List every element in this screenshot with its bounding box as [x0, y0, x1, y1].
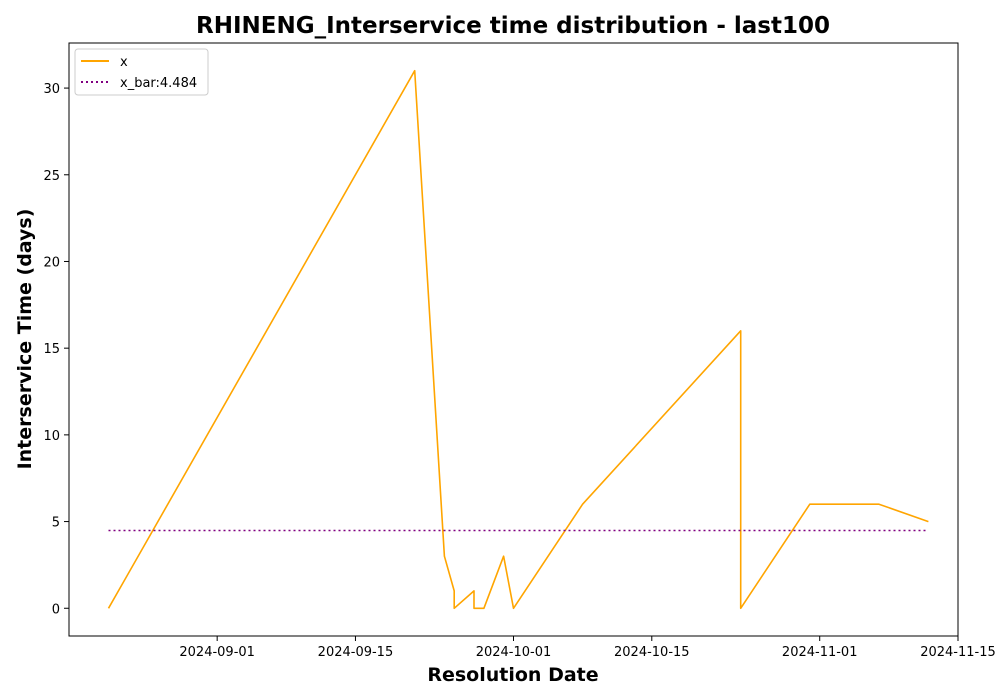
series-layer — [107, 69, 929, 610]
y-axis: 0 5 10 15 20 25 30 — [43, 82, 69, 617]
legend-label-x: x — [120, 55, 128, 70]
x-tick-label: 2024-10-01 — [476, 645, 552, 660]
y-tick-label: 20 — [43, 255, 60, 270]
x-axis: 2024-09-01 2024-09-15 2024-10-01 2024-10-15… — [179, 636, 996, 660]
x-tick-label: 2024-09-01 — [179, 645, 255, 660]
y-axis-label: Interservice Time (days) — [14, 209, 36, 470]
y-tick-label: 0 — [52, 602, 60, 617]
y-tick-label: 25 — [43, 169, 60, 184]
x-tick-label: 2024-09-15 — [318, 645, 394, 660]
chart-title: RHINENG_Interservice time distribution -… — [196, 13, 830, 39]
x-tick-label: 2024-11-01 — [782, 645, 858, 660]
series-line-x — [107, 69, 929, 610]
legend: x x_bar:4.484 — [74, 48, 209, 96]
y-tick-label: 10 — [43, 429, 60, 444]
x-axis-label: Resolution Date — [427, 664, 598, 686]
y-tick-label: 5 — [52, 516, 60, 531]
y-tick-label: 30 — [43, 82, 60, 97]
legend-label-x-bar: x_bar:4.484 — [120, 76, 197, 91]
x-tick-label: 2024-11-15 — [920, 645, 996, 660]
x-tick-label: 2024-10-15 — [614, 645, 690, 660]
y-tick-label: 15 — [43, 342, 60, 357]
